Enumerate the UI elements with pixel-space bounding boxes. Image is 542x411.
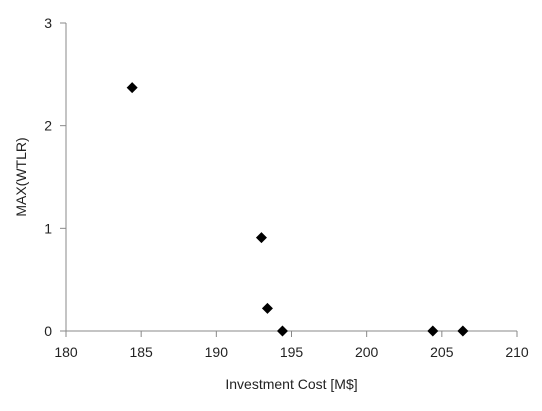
- data-point-diamond: [261, 302, 273, 314]
- y-tick-label: 2: [44, 118, 52, 134]
- x-tick-label: 190: [205, 344, 229, 360]
- x-tick-label: 210: [505, 344, 529, 360]
- y-tick-label: 3: [44, 15, 52, 31]
- data-points: [126, 82, 469, 337]
- data-point-diamond: [427, 325, 439, 337]
- data-point-diamond: [276, 325, 288, 337]
- x-tick-label: 195: [280, 344, 304, 360]
- y-axis-title: MAX(WTLR): [13, 137, 29, 216]
- x-tick-label: 205: [430, 344, 454, 360]
- x-axis-ticks: 180 185 190 195 200 205 210: [54, 331, 529, 360]
- data-point-diamond: [126, 82, 138, 94]
- y-axis-ticks: 0 1 2 3: [44, 15, 66, 339]
- x-tick-label: 185: [129, 344, 153, 360]
- y-tick-label: 0: [44, 323, 52, 339]
- x-tick-label: 180: [54, 344, 78, 360]
- y-tick-label: 1: [44, 220, 52, 236]
- data-point-diamond: [457, 325, 469, 337]
- x-axis-title: Investment Cost [M$]: [225, 376, 357, 392]
- axes: [65, 23, 517, 332]
- x-tick-label: 200: [355, 344, 379, 360]
- data-point-diamond: [255, 232, 267, 244]
